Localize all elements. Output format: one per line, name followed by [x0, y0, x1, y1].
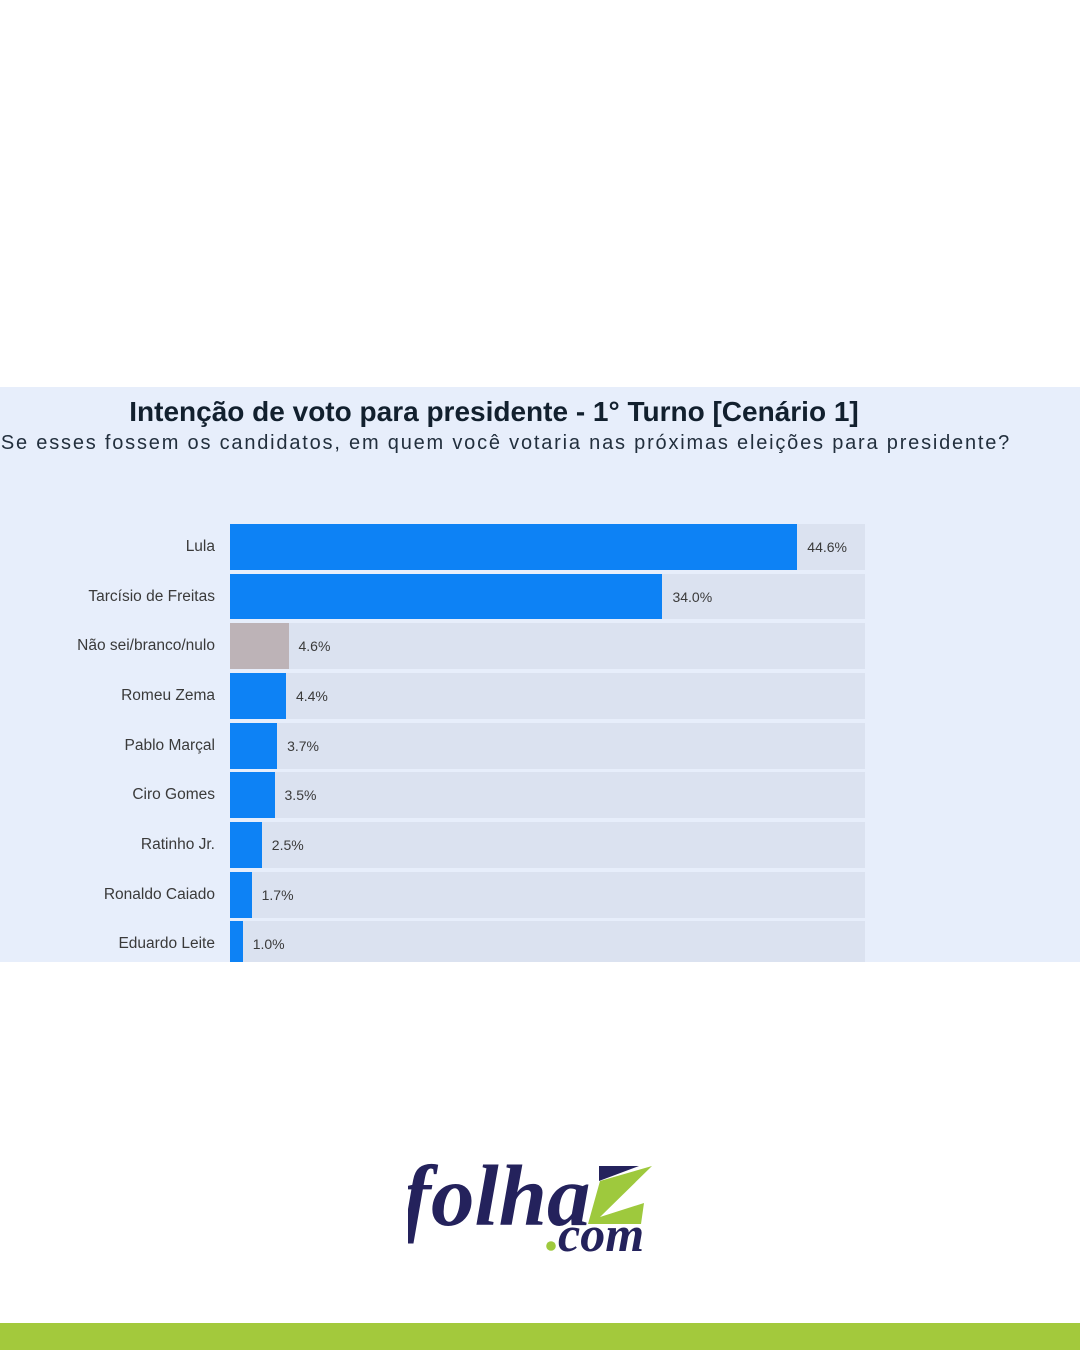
svg-text:com: com	[558, 1206, 644, 1255]
